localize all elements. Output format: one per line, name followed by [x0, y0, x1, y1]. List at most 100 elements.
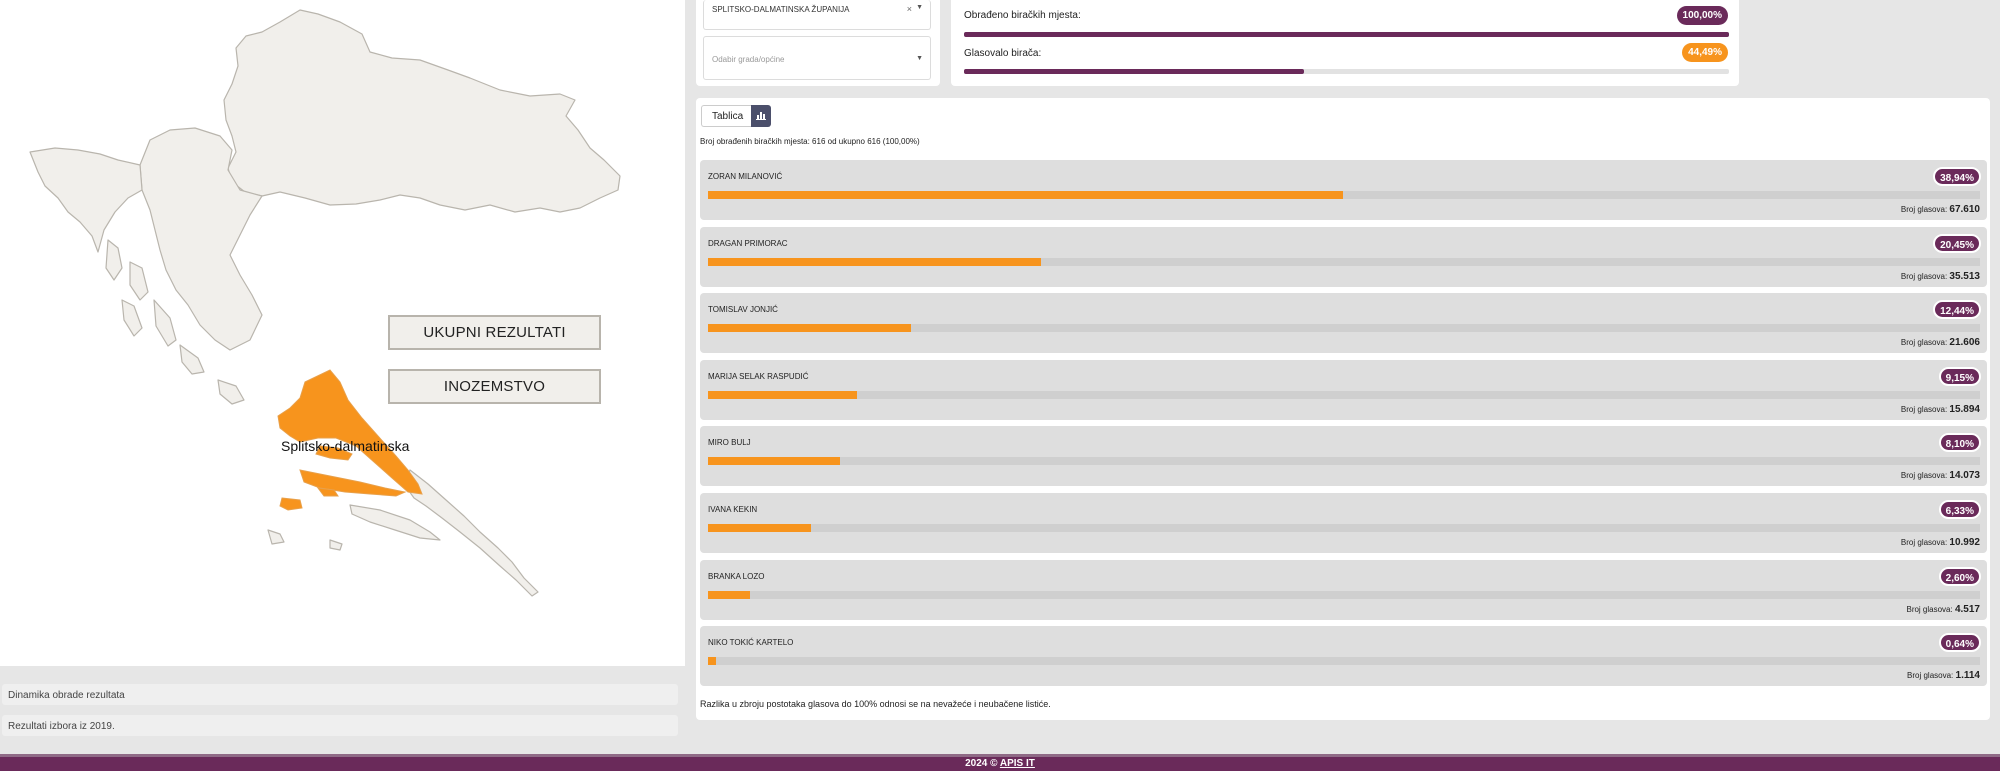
candidate-progress [708, 257, 1980, 266]
candidate-progress [708, 324, 1980, 333]
votes-count: 15.894 [1949, 403, 1980, 415]
candidate-votes: Broj glasova: 15.894 [1901, 404, 1980, 415]
candidate-progress-fill [708, 524, 812, 532]
map-region-splitsko-dalmatinska[interactable] [277, 369, 423, 511]
view-toggle: Tablica [701, 105, 771, 127]
candidate-percent-badge: 20,45% [1933, 233, 1981, 253]
candidate-row: TOMISLAV JONJIĆ 12,44% Broj glasova: 21.60… [700, 293, 1987, 354]
processed-progress [964, 32, 1729, 37]
processed-count-text: Broj obrađenih biračkih mjesta: 616 od u… [700, 137, 920, 146]
chevron-down-icon[interactable]: ▼ [916, 4, 923, 11]
candidate-name: NIKO TOKIĆ KARTELO [708, 638, 794, 648]
candidate-progress [708, 657, 1980, 666]
candidate-progress [708, 191, 1980, 199]
candidate-row: DRAGAN PRIMORAC 20,45% Broj glasova: 35.51… [700, 226, 1987, 287]
accordion-processing-dynamics[interactable]: Dinamika obrade rezultata [2, 684, 678, 705]
votes-label: Broj glasova: [1900, 404, 1948, 414]
candidate-progress [708, 457, 1980, 466]
candidate-votes: Broj glasova: 21.606 [1901, 337, 1980, 348]
city-select-placeholder: Odabir grada/općine [712, 55, 785, 64]
candidate-row: NIKO TOKIĆ KARTELO 0,64% Broj glasova: 1.1… [700, 626, 1987, 687]
processed-badge: 100,00% [1676, 6, 1728, 25]
turnout-badge: 44,49% [1682, 43, 1728, 62]
candidate-row: ZORAN MILANOVIĆ 38,94% Broj glasova: 67.61… [700, 160, 1987, 220]
candidate-percent-badge: 8,10% [1938, 433, 1981, 453]
votes-label: Broj glasova: [1906, 604, 1953, 614]
candidate-name: TOMISLAV JONJIĆ [708, 305, 778, 315]
candidate-progress-fill [708, 390, 858, 399]
candidate-row: IVANA KEKIN 6,33% Broj glasova: 10.992 [700, 493, 1987, 553]
candidate-row: MARIJA SELAK RASPUDIĆ 9,15% Broj glasova: … [700, 359, 1987, 420]
footer-link-apis[interactable]: APIS IT [999, 758, 1035, 769]
abroad-button[interactable]: INOZEMSTVO [388, 369, 601, 404]
processed-progress-fill [964, 32, 1729, 37]
candidate-percent-badge: 12,44% [1933, 300, 1981, 320]
candidate-progress-fill [708, 191, 1344, 199]
candidate-progress [708, 524, 1980, 532]
map-region-north[interactable] [223, 9, 621, 213]
votes-count: 1.114 [1955, 670, 1980, 682]
votes-label: Broj glasova: [1900, 338, 1948, 348]
turnout-label: Glasovalo birača: [964, 48, 1042, 59]
tab-chart[interactable] [751, 105, 771, 127]
county-select-value: SPLITSKO-DALMATINSKA ŽUPANIJA [712, 5, 850, 14]
candidate-progress-fill [708, 257, 1042, 266]
turnout-progress [964, 69, 1729, 74]
votes-label: Broj glasova: [1900, 538, 1948, 547]
candidate-votes: Broj glasova: 35.513 [1901, 271, 1980, 282]
city-select[interactable]: Odabir grada/općine ▼ [703, 36, 931, 80]
bar-chart-icon [756, 112, 766, 120]
turnout-progress-fill [964, 69, 1305, 74]
votes-label: Broj glasova: [1900, 205, 1948, 214]
candidate-progress-fill [708, 324, 911, 333]
candidate-progress-fill [708, 590, 751, 599]
map-panel: UKUPNI REZULTATI INOZEMSTVO Splitsko-dal… [0, 0, 685, 666]
candidate-progress [708, 590, 1980, 599]
candidate-progress [708, 390, 1980, 399]
candidate-row: BRANKA LOZO 2,60% Broj glasova: 4.517 [700, 559, 1987, 620]
votes-count: 67.610 [1949, 204, 1980, 215]
candidate-percent-badge: 2,60% [1938, 566, 1981, 586]
accordion-2019-results[interactable]: Rezultati izbora iz 2019. [2, 715, 678, 736]
candidate-name: BRANKA LOZO [708, 571, 765, 581]
candidate-percent-badge: 38,94% [1933, 167, 1981, 186]
votes-label: Broj glasova: [1900, 471, 1948, 481]
results-note: Razlika u zbroju postotaka glasova do 10… [700, 699, 1051, 709]
candidate-percent-badge: 9,15% [1938, 366, 1981, 386]
map-region-south[interactable] [403, 469, 539, 597]
candidate-percent-badge: 6,33% [1938, 500, 1981, 519]
clear-icon[interactable]: × [906, 4, 912, 14]
candidate-percent-badge: 0,64% [1938, 633, 1981, 653]
processed-label: Obrađeno biračkih mjesta: [964, 10, 1081, 21]
candidate-name: IVANA KEKIN [708, 505, 758, 514]
candidate-name: MIRO BULJ [708, 438, 751, 448]
map-region-istria[interactable] [29, 147, 143, 253]
candidate-votes: Broj glasova: 14.073 [1901, 470, 1980, 481]
candidate-name: ZORAN MILANOVIĆ [708, 172, 783, 181]
votes-label: Broj glasova: [1900, 271, 1948, 281]
croatia-map [29, 9, 621, 597]
filter-card: SPLITSKO-DALMATINSKA ŽUPANIJA × ▼ Odabir… [696, 0, 940, 86]
votes-label: Broj glasova: [1907, 671, 1954, 681]
votes-count: 4.517 [1954, 603, 1980, 615]
region-label: Splitsko-dalmatinska [281, 438, 410, 454]
candidate-name: MARIJA SELAK RASPUDIĆ [708, 371, 809, 381]
votes-count: 35.513 [1949, 270, 1980, 282]
votes-count: 14.073 [1949, 470, 1980, 482]
total-results-button[interactable]: UKUPNI REZULTATI [388, 315, 601, 350]
votes-count: 10.992 [1949, 537, 1980, 548]
chevron-down-icon[interactable]: ▼ [916, 55, 923, 62]
candidate-votes: Broj glasova: 67.610 [1901, 204, 1980, 215]
footer: 2024 © APIS IT [0, 754, 2000, 771]
results-card: Tablica Broj obrađenih biračkih mjesta: … [696, 98, 1990, 720]
candidate-row: MIRO BULJ 8,10% Broj glasova: 14.073 [700, 426, 1987, 487]
county-select[interactable]: SPLITSKO-DALMATINSKA ŽUPANIJA × ▼ [703, 0, 931, 30]
votes-count: 21.606 [1949, 337, 1980, 349]
candidate-votes: Broj glasova: 10.992 [1901, 537, 1980, 548]
stats-card: Obrađeno biračkih mjesta: 100,00% Glasov… [951, 0, 1739, 86]
candidate-progress-fill [708, 457, 841, 466]
candidate-progress-fill [708, 657, 716, 666]
map-region-lika[interactable] [139, 127, 263, 351]
candidate-votes: Broj glasova: 4.517 [1906, 604, 1980, 615]
tab-table[interactable]: Tablica [701, 105, 751, 127]
